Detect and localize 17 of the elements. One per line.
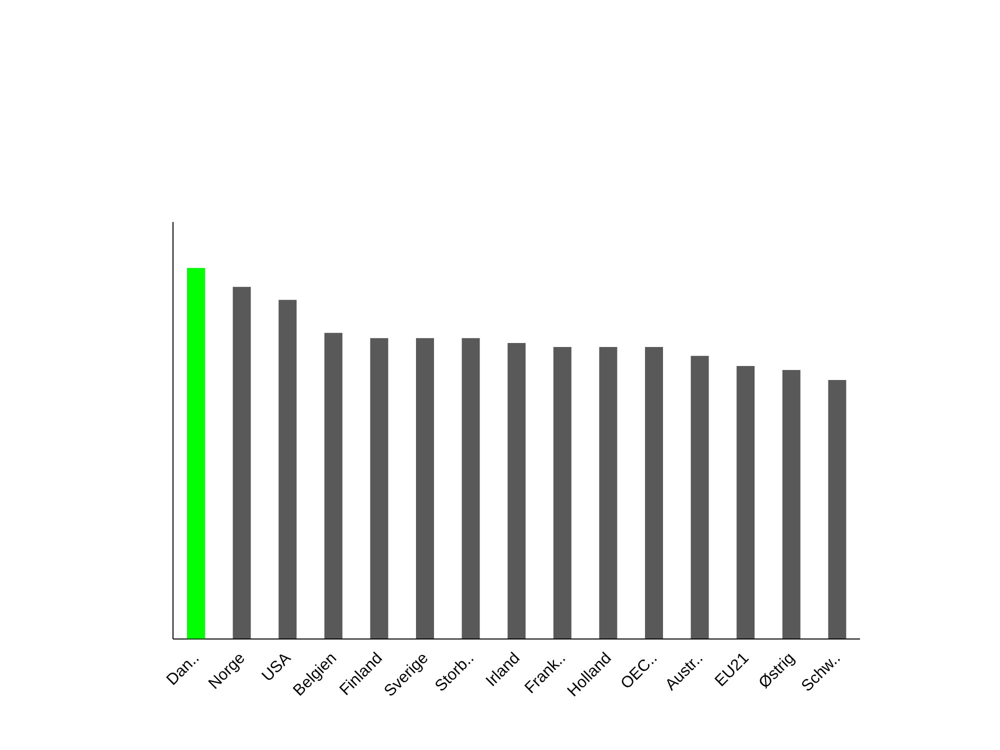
bar <box>278 300 297 639</box>
bar <box>553 347 572 639</box>
x-tick-label: Dan.. <box>164 650 203 689</box>
x-tick-label: USA <box>259 650 295 686</box>
bar <box>462 338 480 639</box>
bar <box>508 342 526 639</box>
bar <box>599 347 618 639</box>
bar <box>370 338 388 639</box>
bar <box>416 338 434 639</box>
bar <box>736 366 755 639</box>
bar <box>690 356 709 639</box>
bar <box>187 268 205 639</box>
bar <box>782 370 800 639</box>
bar <box>828 380 846 639</box>
bar <box>324 332 342 639</box>
bar <box>645 347 663 639</box>
bar <box>232 286 251 639</box>
